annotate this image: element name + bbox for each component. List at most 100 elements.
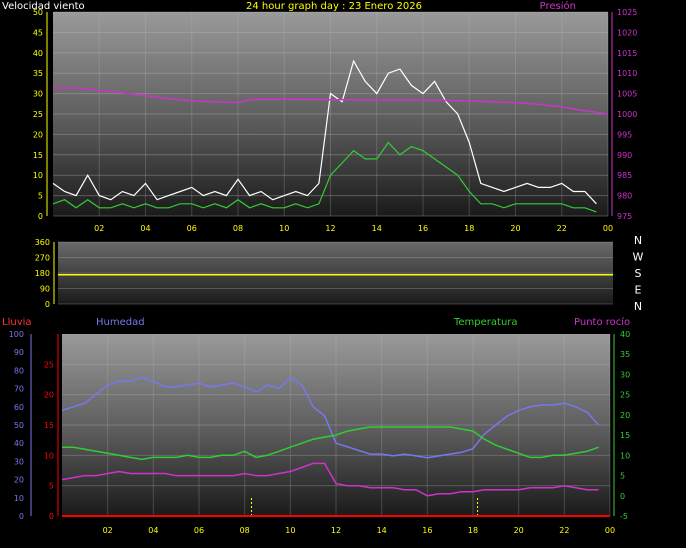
temperature-y-tick-label: 15 bbox=[620, 431, 630, 440]
humidity-x-tick-label: 18 bbox=[468, 526, 478, 535]
humidity-x-tick-label: 06 bbox=[194, 526, 204, 535]
wind-x-tick-label: 06 bbox=[187, 224, 197, 233]
wind-x-tick-label: 22 bbox=[557, 224, 567, 233]
temperature-line bbox=[62, 426, 599, 461]
humidity-y-tick-label: 40 bbox=[14, 439, 24, 448]
pressure-label: Presión bbox=[540, 0, 576, 12]
pressure-y-tick-label: 975 bbox=[617, 212, 632, 221]
rain-y-tick-label: 10 bbox=[44, 451, 54, 460]
chart-title: 24 hour graph day : 23 Enero 2026 bbox=[246, 1, 422, 12]
compass-letter: E bbox=[635, 284, 642, 297]
pressure-y-tick-label: 1015 bbox=[617, 49, 637, 58]
rain-y-tick-label: 5 bbox=[49, 482, 54, 491]
rain-y-tick-label: 0 bbox=[49, 512, 54, 521]
pressure-y-tick-label: 995 bbox=[617, 130, 632, 139]
rain-label: Lluvia bbox=[2, 317, 32, 328]
wind-x-tick-label: 08 bbox=[233, 224, 243, 233]
wind-x-tick-label: 18 bbox=[464, 224, 474, 233]
wind-y-tick-label: 10 bbox=[33, 171, 43, 180]
humidity-y-tick-label: 10 bbox=[14, 494, 24, 503]
humidity-y-tick-label: 50 bbox=[14, 421, 24, 430]
temperature-y-tick-label: 0 bbox=[620, 492, 625, 501]
compass-letter: S bbox=[635, 267, 642, 280]
rain-y-tick-label: 20 bbox=[44, 391, 54, 400]
direction-y-tick-label: 180 bbox=[35, 269, 50, 278]
humidity-x-tick-label: 04 bbox=[148, 526, 158, 535]
pressure-y-tick-label: 990 bbox=[617, 151, 632, 160]
compass-letter: N bbox=[634, 300, 642, 313]
humidity-y-tick-label: 60 bbox=[14, 403, 24, 412]
humidity-x-tick-label: 10 bbox=[285, 526, 295, 535]
wind-y-tick-label: 35 bbox=[33, 69, 43, 78]
wind-x-tick-label: 12 bbox=[325, 224, 335, 233]
wind-gust-line bbox=[52, 59, 597, 205]
wind-x-tick-label: 04 bbox=[140, 224, 150, 233]
dewpoint-label: Punto rocío bbox=[574, 316, 630, 328]
wind-y-tick-label: 0 bbox=[38, 212, 43, 221]
pressure-y-tick-label: 980 bbox=[617, 192, 632, 201]
wind-x-tick-label: 00 bbox=[603, 224, 613, 233]
wind-y-tick-label: 30 bbox=[33, 90, 43, 99]
wind-speed-label: Velocidad viento bbox=[2, 1, 85, 12]
temperature-y-tick-label: 30 bbox=[620, 370, 630, 379]
direction-y-tick-label: 0 bbox=[45, 300, 50, 309]
humidity-x-tick-label: 14 bbox=[377, 526, 387, 535]
humidity-y-tick-label: 90 bbox=[14, 348, 24, 357]
humidity-y-tick-label: 20 bbox=[14, 476, 24, 485]
humidity-x-tick-label: 02 bbox=[103, 526, 113, 535]
temperature-y-tick-label: 40 bbox=[620, 330, 630, 339]
temperature-label: Temperatura bbox=[453, 317, 518, 328]
rain-y-tick-label: 25 bbox=[44, 360, 54, 369]
direction-y-tick-label: 90 bbox=[40, 285, 50, 294]
pressure-y-tick-label: 1010 bbox=[617, 69, 637, 78]
humidity-x-tick-label: 08 bbox=[240, 526, 250, 535]
pressure-y-tick-label: 1005 bbox=[617, 90, 637, 99]
wind-average-line bbox=[52, 141, 597, 213]
wind-y-tick-label: 45 bbox=[33, 28, 43, 37]
dewpoint-line bbox=[61, 462, 599, 497]
pressure-y-tick-label: 1000 bbox=[617, 110, 637, 119]
wind-x-tick-label: 20 bbox=[510, 224, 520, 233]
temperature-y-tick-label: -5 bbox=[620, 512, 628, 521]
pressure-y-tick-label: 1020 bbox=[617, 28, 637, 37]
humidity-x-tick-label: 20 bbox=[514, 526, 524, 535]
humidity-y-tick-label: 0 bbox=[19, 512, 24, 521]
humidity-x-tick-label: 12 bbox=[331, 526, 341, 535]
wind-y-tick-label: 40 bbox=[33, 49, 43, 58]
humidity-y-tick-label: 80 bbox=[14, 366, 24, 375]
wind-y-tick-label: 25 bbox=[33, 110, 43, 119]
pressure-y-tick-label: 985 bbox=[617, 171, 632, 180]
humidity-plot-area bbox=[62, 334, 610, 516]
compass-letter: W bbox=[633, 251, 644, 264]
temperature-y-tick-label: 35 bbox=[620, 350, 630, 359]
wind-plot-area bbox=[53, 12, 608, 216]
direction-y-tick-label: 360 bbox=[35, 238, 50, 247]
wind-y-tick-label: 20 bbox=[33, 130, 43, 139]
wind-y-tick-label: 5 bbox=[38, 192, 43, 201]
compass-letter: N bbox=[634, 234, 642, 247]
humidity-line bbox=[61, 376, 600, 459]
pressure-y-tick-label: 1025 bbox=[617, 8, 637, 17]
humidity-label: Humedad bbox=[96, 317, 145, 328]
humidity-x-tick-label: 16 bbox=[422, 526, 432, 535]
wind-x-tick-label: 10 bbox=[279, 224, 289, 233]
wind-x-tick-label: 14 bbox=[372, 224, 382, 233]
wind-x-tick-label: 02 bbox=[94, 224, 104, 233]
direction-plot-area bbox=[58, 242, 613, 304]
wind-y-tick-label: 15 bbox=[33, 151, 43, 160]
temperature-y-tick-label: 20 bbox=[620, 411, 630, 420]
wind-x-tick-label: 16 bbox=[418, 224, 428, 233]
humidity-y-tick-label: 100 bbox=[9, 330, 24, 339]
pressure-line bbox=[52, 86, 609, 115]
temperature-y-tick-label: 5 bbox=[620, 472, 625, 481]
humidity-x-tick-label: 22 bbox=[559, 526, 569, 535]
temperature-y-tick-label: 10 bbox=[620, 451, 630, 460]
rain-y-tick-label: 15 bbox=[44, 421, 54, 430]
temperature-y-tick-label: 25 bbox=[620, 391, 630, 400]
direction-y-tick-label: 270 bbox=[35, 254, 50, 263]
wind-y-tick-label: 50 bbox=[33, 8, 43, 17]
humidity-y-tick-label: 30 bbox=[14, 457, 24, 466]
humidity-y-tick-label: 70 bbox=[14, 385, 24, 394]
